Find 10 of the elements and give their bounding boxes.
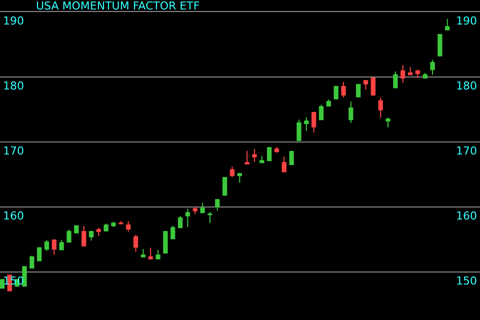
chart-title: USA MOMENTUM FACTOR ETF (36, 0, 200, 12)
y-tick-label: 170 (3, 144, 24, 158)
y-tick-label: 180 (3, 80, 24, 93)
y-tick-label: 160 (3, 210, 24, 223)
y2-tick-label: 190 (456, 14, 477, 28)
y2-tick-label: 150 (456, 274, 477, 288)
y2-tick-label: 160 (456, 210, 477, 223)
y2-tick-label: 180 (456, 80, 477, 93)
y2-tick-label: 170 (456, 144, 477, 158)
y-tick-label: 190 (3, 14, 24, 28)
